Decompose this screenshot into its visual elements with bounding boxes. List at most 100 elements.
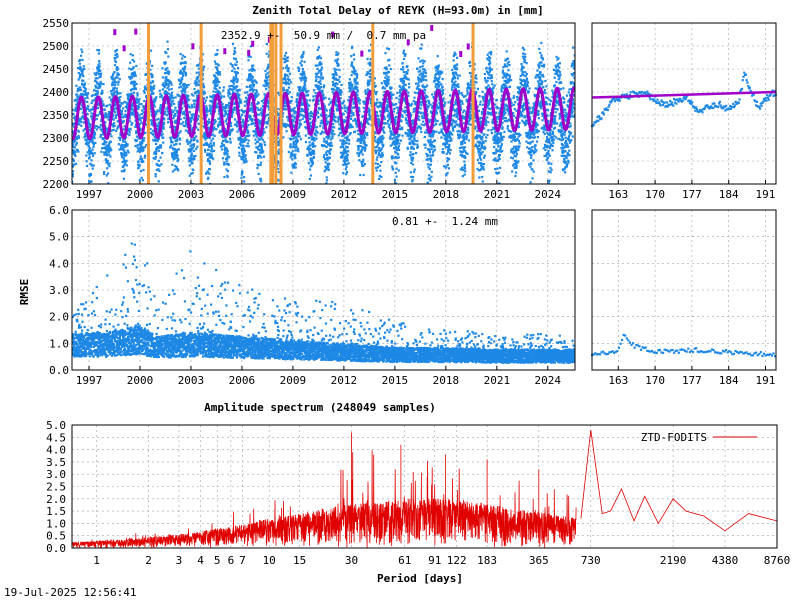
ztd-point	[124, 105, 127, 108]
ztd-point	[375, 166, 378, 169]
ztd-point	[328, 142, 331, 145]
ztd-point	[220, 142, 224, 145]
ztd-point	[283, 57, 286, 60]
ztd-point	[369, 102, 372, 105]
ztd-point	[369, 72, 372, 76]
ztd-point	[104, 148, 108, 151]
ztd-point	[169, 97, 172, 100]
ztd-point	[167, 117, 170, 120]
ztd-point	[85, 138, 88, 142]
ztd-point	[295, 105, 299, 108]
ztd-point	[339, 89, 343, 92]
ztd-point	[246, 129, 249, 132]
ztd-point	[116, 127, 119, 130]
ztd-point	[301, 55, 304, 58]
ztd-point	[124, 145, 127, 149]
ztd-point	[284, 98, 287, 101]
ztd-point	[97, 103, 100, 107]
ztd-point	[165, 98, 168, 101]
ztd-point	[337, 90, 341, 93]
ztd-point	[201, 77, 204, 81]
ztd-point	[240, 176, 243, 179]
ztd-point	[121, 155, 124, 158]
ztd-point	[157, 159, 160, 162]
ztd-point	[264, 73, 268, 76]
ztd-point	[149, 104, 152, 107]
ztd-point	[265, 126, 268, 129]
ztd-point	[177, 103, 180, 106]
ztd-point	[105, 116, 108, 119]
ztd-point	[96, 48, 99, 52]
ztd-point	[240, 121, 243, 124]
ztd-point	[203, 92, 206, 95]
ztd-point	[265, 79, 269, 82]
ztd-point	[105, 174, 108, 177]
ztd-point	[308, 151, 311, 155]
ztd-point	[325, 116, 328, 119]
ztd-point	[399, 89, 402, 92]
ztd-point	[163, 110, 167, 113]
ztd-point	[123, 138, 127, 141]
ztd-point	[386, 106, 389, 109]
ztd-point	[229, 62, 232, 65]
ztd-point	[387, 104, 390, 107]
ztd-point	[217, 92, 220, 95]
ztd-point	[195, 84, 198, 87]
ztd-point	[230, 88, 233, 91]
ztd-point	[314, 84, 317, 87]
ztd-point	[318, 56, 321, 59]
ztd-point	[257, 93, 260, 96]
ztd-point	[103, 108, 106, 111]
ztd-point	[129, 61, 132, 64]
ztd-point	[233, 102, 236, 105]
ztd-point	[161, 88, 164, 91]
ztd-point	[209, 182, 212, 184]
ztd-point	[277, 179, 280, 182]
ztd-point	[153, 135, 156, 138]
ztd-point	[257, 164, 260, 167]
ztd-point	[276, 167, 280, 170]
ztd-point	[249, 118, 252, 121]
ztd-point	[335, 82, 338, 85]
ztd-point	[368, 49, 371, 52]
ztd-point	[308, 177, 311, 181]
ztd-point	[319, 61, 322, 64]
ztd-point	[384, 122, 387, 125]
ztd-point	[333, 88, 336, 91]
ztd-point	[143, 156, 146, 159]
ztd-point	[251, 77, 254, 80]
ztd-point	[134, 119, 137, 122]
ztd-point	[262, 84, 265, 87]
ztd-point	[138, 114, 141, 117]
ztd-point	[141, 179, 144, 182]
ztd-point	[114, 60, 118, 64]
ztd-point	[377, 153, 380, 156]
ztd-point	[391, 142, 395, 145]
ztd-point	[348, 96, 351, 99]
ztd-point	[253, 79, 256, 82]
ztd-point	[116, 125, 120, 129]
ztd-point	[232, 57, 236, 60]
ztd-point	[350, 112, 353, 115]
ztd-point	[109, 147, 112, 150]
ztd-point	[354, 72, 357, 75]
ztd-point	[334, 116, 337, 119]
ztd-point	[386, 119, 390, 123]
ztd-point	[227, 163, 230, 167]
ztd-point	[258, 123, 261, 126]
ztd-point	[315, 85, 318, 88]
ztd-point	[99, 69, 102, 73]
ztd-point	[149, 82, 152, 85]
ztd-point	[381, 128, 384, 131]
ztd-point	[403, 54, 406, 57]
ztd-point	[83, 135, 86, 138]
ztd-point	[368, 81, 371, 84]
ztd-point	[292, 140, 295, 143]
ztd-point	[97, 64, 100, 67]
ztd-point	[297, 132, 300, 135]
ztd-point	[115, 93, 118, 96]
ztd-point	[160, 106, 163, 109]
ztd-point	[192, 155, 195, 158]
ztd-point	[183, 83, 186, 86]
ztd-point	[212, 79, 215, 83]
